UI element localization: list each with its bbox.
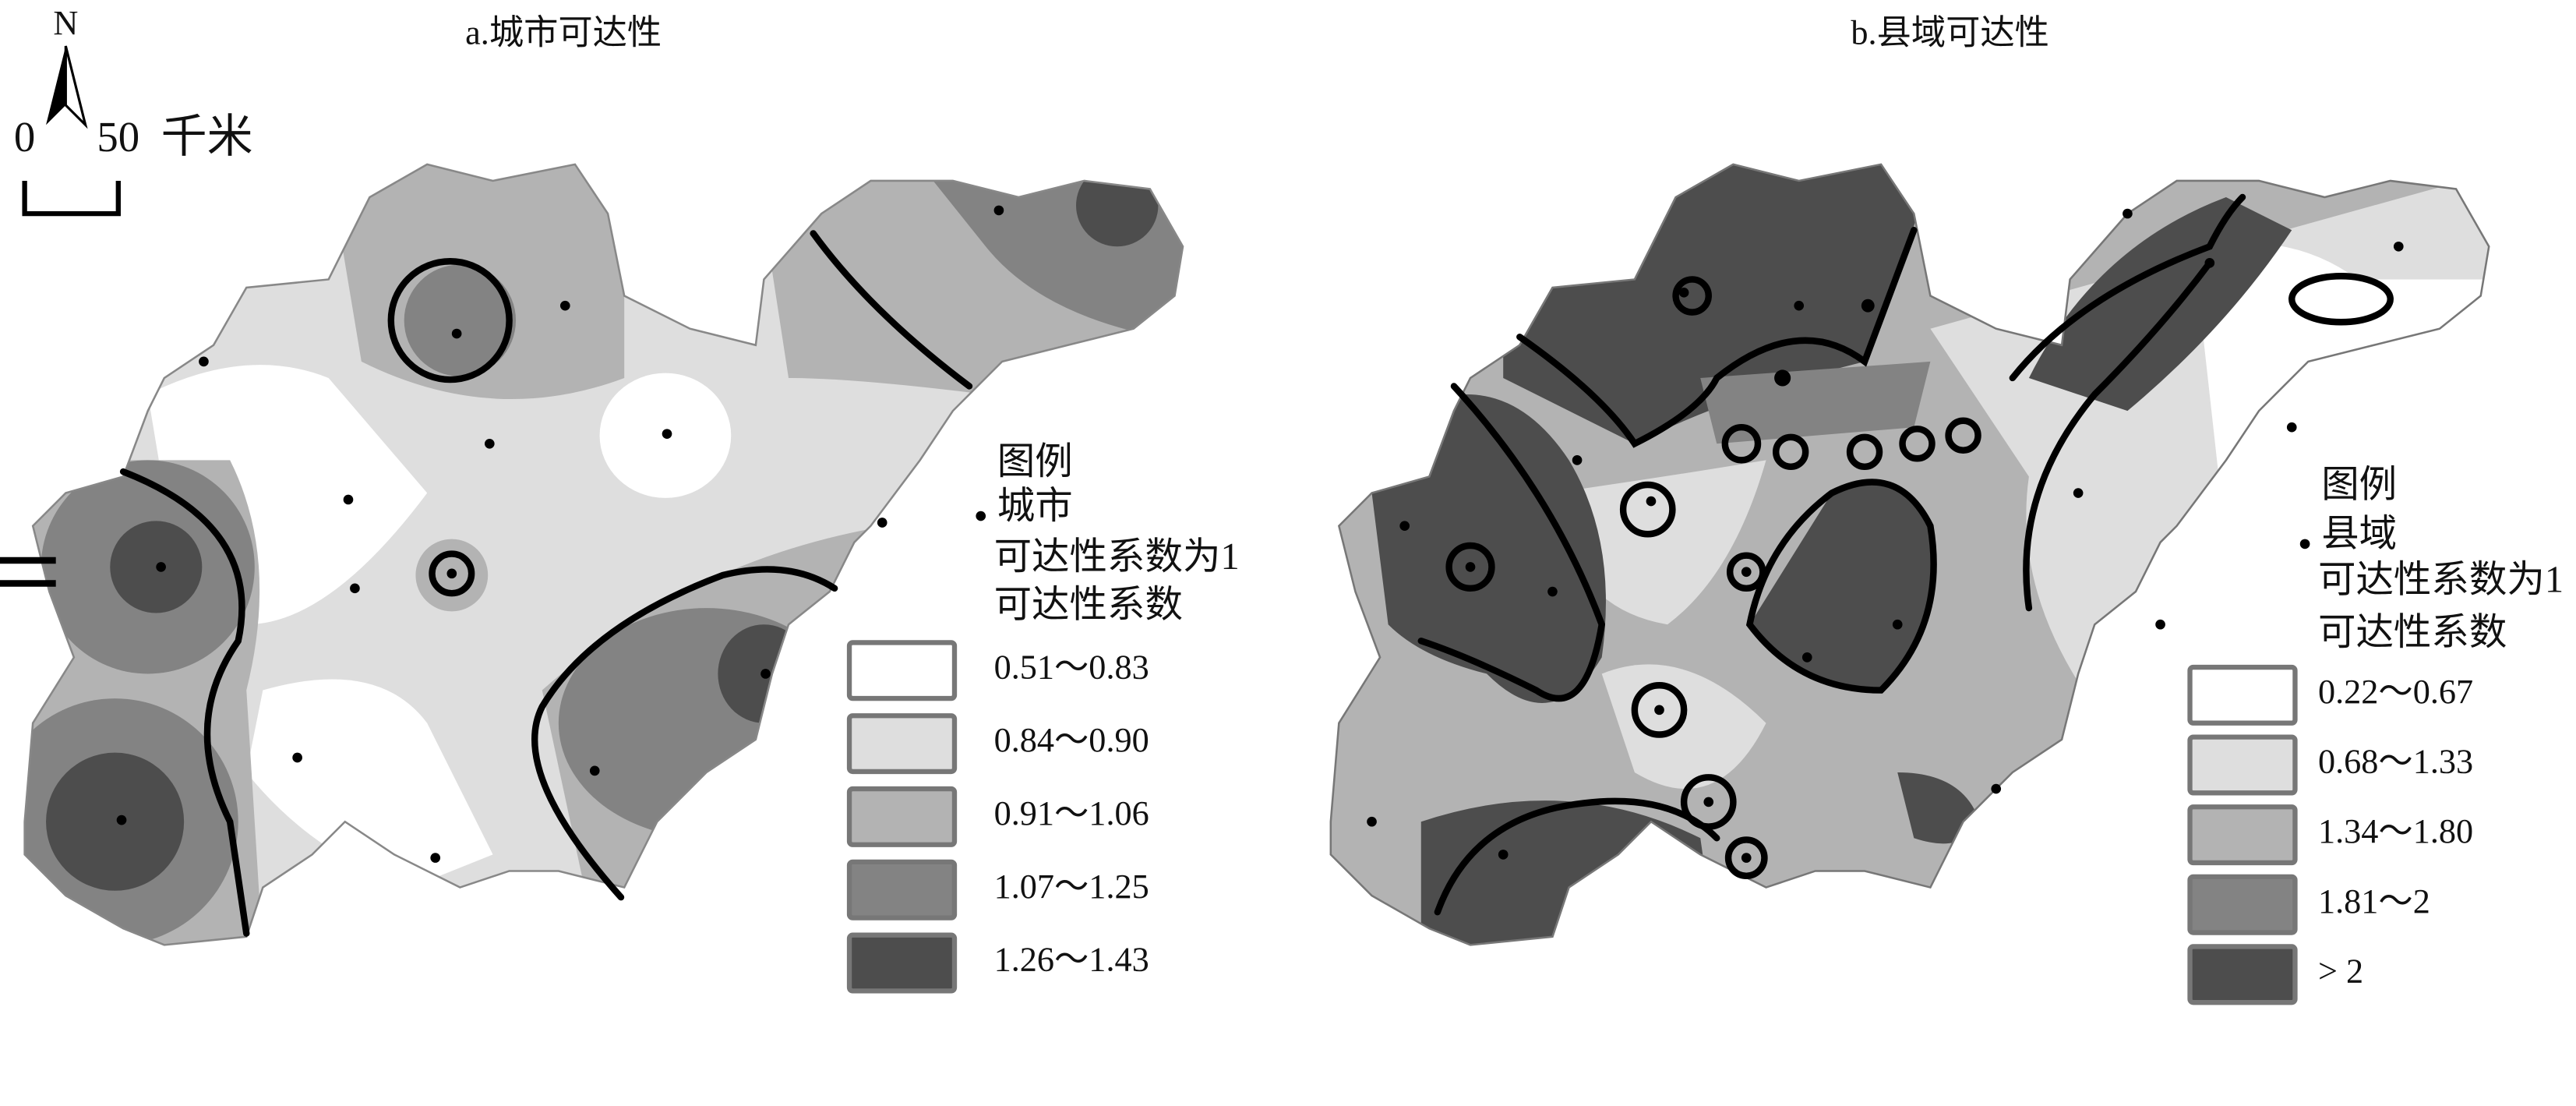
- contours-a: [119, 230, 973, 937]
- map-title: a.城市可达性: [465, 14, 662, 52]
- legend-swatch: [846, 786, 958, 847]
- legend-swatch: [2187, 734, 2298, 796]
- legend-swatch: [846, 640, 958, 701]
- scale-end: 50: [97, 113, 139, 161]
- legend-swatch: [2187, 944, 2298, 1005]
- legend-class-label: 1.07～1.25: [994, 867, 1149, 906]
- legend-point-symbol: [976, 511, 986, 521]
- scale-start: 0: [14, 113, 35, 161]
- legend-fill-title: 可达性系数: [2318, 612, 2507, 653]
- legend-class-label: 0.84～0.90: [994, 721, 1149, 759]
- scale-unit: 千米: [161, 111, 253, 162]
- legend-swatch: [2187, 664, 2298, 726]
- legend-line: 可达性系数为1: [2318, 560, 2564, 601]
- legend-class-label: 0.22～0.67: [2318, 673, 2473, 711]
- legend-title: 图例: [997, 441, 1073, 482]
- cities: [116, 205, 1004, 863]
- legend-point-symbol: [2299, 539, 2310, 549]
- legend-point: 城市: [997, 486, 1073, 527]
- legend-class-label: 1.26～1.43: [994, 941, 1149, 979]
- scale-bar: [22, 180, 121, 217]
- legend-class-label: 1.81～2: [2318, 882, 2430, 920]
- legend-class-label: > 2: [2318, 952, 2363, 990]
- legend-swatch: [846, 713, 958, 775]
- map-title: b.县域可达性: [1851, 14, 2049, 52]
- legend-point: 县域: [2321, 514, 2397, 555]
- legend-class-label: 0.51～0.83: [994, 648, 1149, 686]
- legend-class-label: 0.91～1.06: [994, 794, 1149, 832]
- legend-line: 可达性系数为1: [994, 536, 1240, 578]
- legend-class-label: 1.34～1.80: [2318, 812, 2473, 850]
- north-arrow-half: [64, 45, 88, 129]
- legend-fill-title: 可达性系数: [994, 584, 1183, 625]
- legend-swatch: [2187, 804, 2298, 866]
- legend-swatch: [2187, 874, 2298, 935]
- province-outline: [23, 163, 1184, 946]
- legend-swatch: [846, 932, 958, 994]
- legend-class-label: 0.68～1.33: [2318, 743, 2473, 781]
- legend-swatch: [846, 859, 958, 920]
- legend-title: 图例: [2321, 464, 2397, 505]
- north-label: N: [53, 4, 78, 42]
